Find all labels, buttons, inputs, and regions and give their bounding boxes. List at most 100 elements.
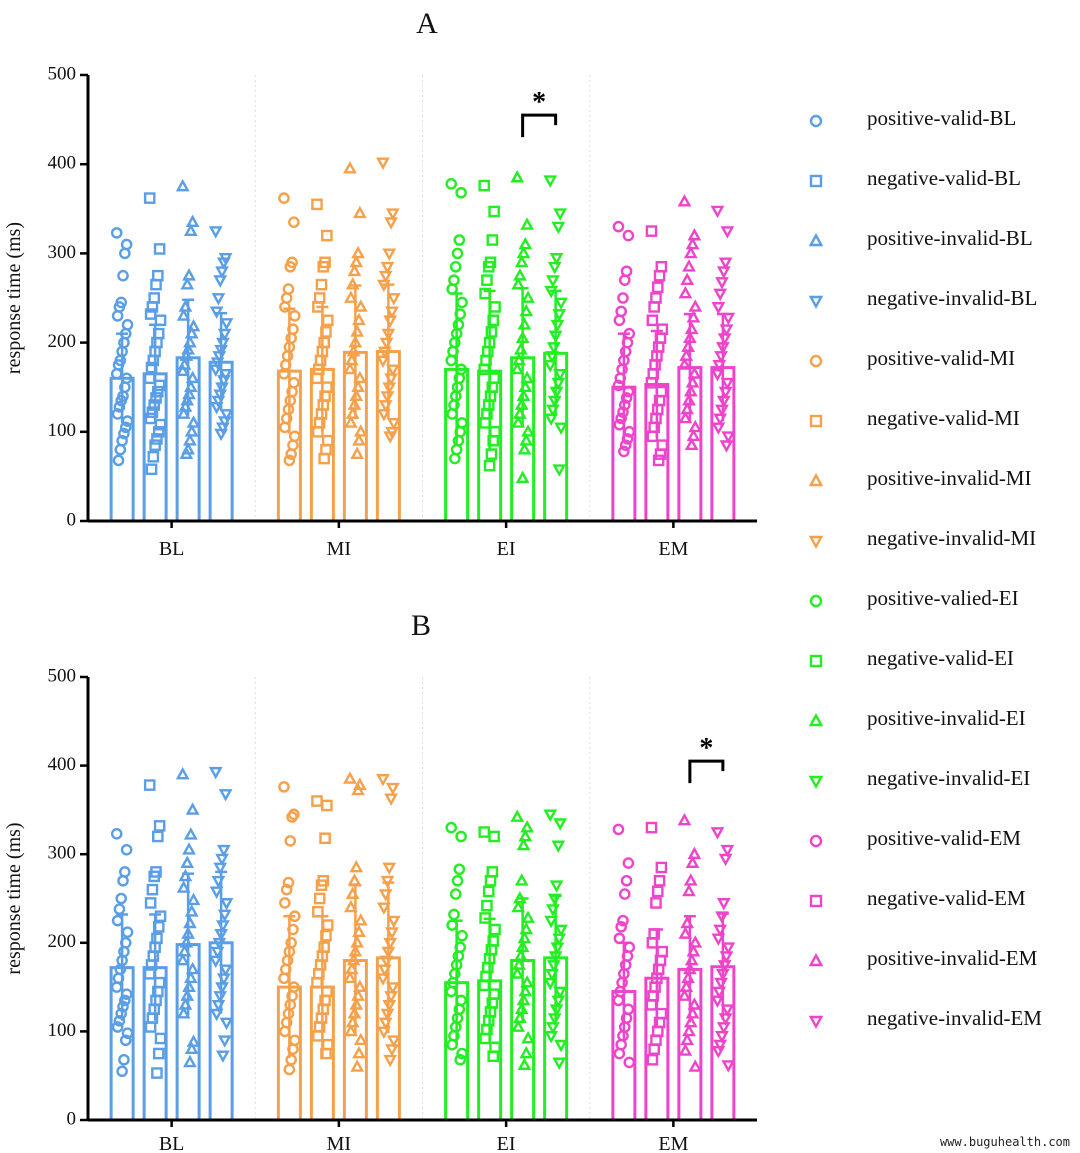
legend-marker-shape — [809, 654, 823, 668]
data-point — [544, 413, 558, 426]
data-point — [553, 986, 567, 1000]
data-point — [286, 811, 298, 823]
data-point — [312, 1030, 324, 1042]
data-point — [712, 986, 727, 1000]
data-point — [350, 1059, 365, 1072]
data-point — [483, 459, 496, 472]
data-point — [119, 994, 131, 1007]
data-point — [445, 985, 458, 998]
data-point — [519, 433, 534, 446]
data-point — [516, 245, 531, 259]
data-point — [210, 357, 225, 370]
data-point — [378, 889, 393, 902]
data-point — [684, 952, 699, 966]
data-point — [520, 820, 534, 833]
data-point — [118, 945, 130, 958]
data-point — [214, 428, 228, 442]
data-point — [512, 957, 526, 970]
data-point — [445, 821, 458, 834]
data-point — [208, 226, 223, 239]
data-point — [313, 892, 326, 905]
data-point — [478, 979, 491, 992]
data-point — [713, 1039, 728, 1053]
data-point — [186, 415, 201, 428]
bar-group-positive-invalid-MI — [342, 161, 368, 523]
data-point — [456, 1047, 468, 1060]
bar-group-negative-invalid-BL — [208, 226, 234, 523]
legend-marker-shape — [808, 713, 824, 727]
data-point — [517, 930, 532, 944]
y-tick-label: 300 — [48, 843, 77, 864]
data-point — [321, 919, 334, 931]
data-point — [485, 448, 498, 460]
legend-label: negative-invalid-EI — [867, 766, 1031, 790]
data-point — [645, 999, 658, 1011]
data-point — [348, 944, 363, 957]
data-point — [143, 192, 156, 204]
data-point — [351, 782, 365, 796]
legend-marker-square-icon — [809, 894, 823, 908]
data-point — [452, 434, 465, 447]
data-point — [321, 799, 333, 812]
data-point — [219, 409, 234, 422]
legend-item: negative-invalid-MI — [800, 512, 1080, 572]
data-point — [152, 830, 164, 843]
data-point — [117, 1000, 129, 1013]
legend-item: negative-valid-BL — [800, 152, 1080, 212]
data-point — [386, 982, 400, 995]
legend-label: negative-invalid-BL — [867, 286, 1038, 310]
data-point — [719, 951, 734, 964]
data-point — [545, 351, 559, 364]
data-point — [613, 418, 626, 431]
data-point — [278, 972, 290, 985]
bar-group-negative-invalid-EI — [543, 809, 569, 1122]
legend-marker-square-icon — [809, 654, 823, 668]
data-point — [219, 1017, 234, 1031]
bar-group-negative-invalid-MI — [375, 157, 401, 523]
data-point — [623, 1056, 636, 1069]
y-tick-label: 0 — [67, 1108, 77, 1129]
data-point — [144, 308, 157, 320]
bar-group-negative-invalid-EM — [710, 205, 736, 523]
y-tick-label: 500 — [48, 63, 77, 84]
legend-label: positive-valid-MI — [867, 346, 1016, 370]
data-point — [716, 266, 731, 279]
data-point — [478, 363, 491, 376]
legend-marker-triangle-down-icon — [808, 295, 824, 309]
data-point — [622, 1003, 635, 1016]
data-point — [215, 853, 229, 867]
data-point — [544, 285, 558, 299]
data-point — [311, 198, 323, 211]
data-point — [110, 828, 123, 840]
data-point — [612, 220, 625, 233]
data-point — [688, 299, 703, 312]
data-point — [111, 914, 124, 927]
data-point — [688, 1059, 703, 1072]
data-point — [517, 317, 532, 330]
data-point — [216, 337, 230, 351]
legend-marker-shape — [808, 1015, 824, 1029]
data-point — [349, 859, 364, 873]
data-point — [446, 408, 458, 420]
legend-marker-shape — [808, 953, 824, 967]
data-point — [383, 1054, 398, 1068]
legend-marker-shape — [809, 174, 823, 188]
y-tick-label: 200 — [48, 331, 77, 352]
data-point — [543, 809, 558, 822]
data-point — [352, 924, 366, 938]
data-point — [184, 424, 199, 437]
data-point — [449, 336, 461, 349]
data-point — [543, 175, 558, 188]
data-point — [344, 1023, 358, 1037]
data-point — [479, 417, 491, 429]
data-point — [511, 415, 525, 428]
data-point — [344, 899, 358, 913]
data-point — [617, 914, 629, 927]
data-point — [117, 874, 129, 887]
data-point — [213, 862, 228, 876]
data-point — [146, 406, 159, 418]
data-point — [679, 979, 694, 992]
data-point — [182, 268, 196, 281]
data-point — [380, 1008, 395, 1022]
data-point — [617, 406, 629, 418]
